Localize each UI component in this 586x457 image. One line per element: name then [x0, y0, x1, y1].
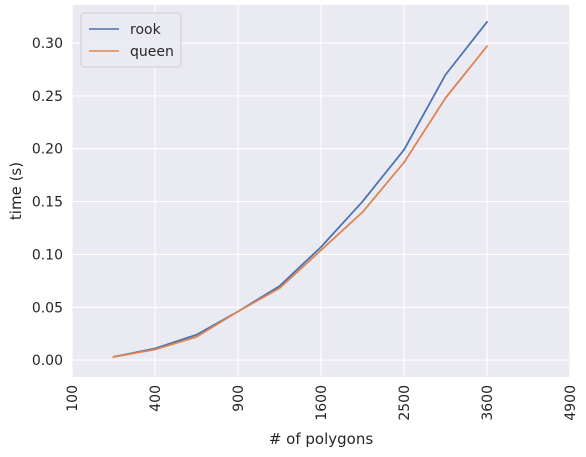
series-line-queen: [112, 45, 488, 358]
x-tick-label: 400: [148, 385, 164, 412]
x-axis-title: # of polygons: [269, 430, 374, 448]
series-line-rook: [112, 21, 488, 358]
y-tick-label: 0.10: [32, 247, 63, 263]
x-tick-label: 4900: [563, 385, 579, 421]
y-axis-title: time (s): [7, 162, 25, 220]
y-tick-label: 0.25: [32, 89, 63, 105]
x-tick-label: 2500: [397, 385, 413, 421]
x-tick-labels: 100 400 900 1600 2500 3600 4900: [65, 385, 579, 421]
y-tick-label: 0.20: [32, 142, 63, 158]
legend-label-rook: rook: [130, 22, 162, 38]
y-tick-labels: 0.00 0.05 0.10 0.15 0.20 0.25 0.30: [32, 36, 63, 369]
legend: rook queen: [80, 12, 182, 68]
y-tick-label: 0.15: [32, 195, 63, 211]
x-tick-label: 900: [231, 385, 247, 412]
x-tick-label: 1600: [314, 385, 330, 421]
y-tick-label: 0.00: [32, 353, 63, 369]
series-lines: [112, 21, 488, 358]
x-tick-label: 3600: [480, 385, 496, 421]
legend-box: [80, 12, 182, 68]
legend-label-queen: queen: [130, 44, 174, 60]
y-tick-label: 0.30: [32, 36, 63, 52]
x-tick-label: 100: [65, 385, 81, 412]
y-tick-label: 0.05: [32, 300, 63, 316]
